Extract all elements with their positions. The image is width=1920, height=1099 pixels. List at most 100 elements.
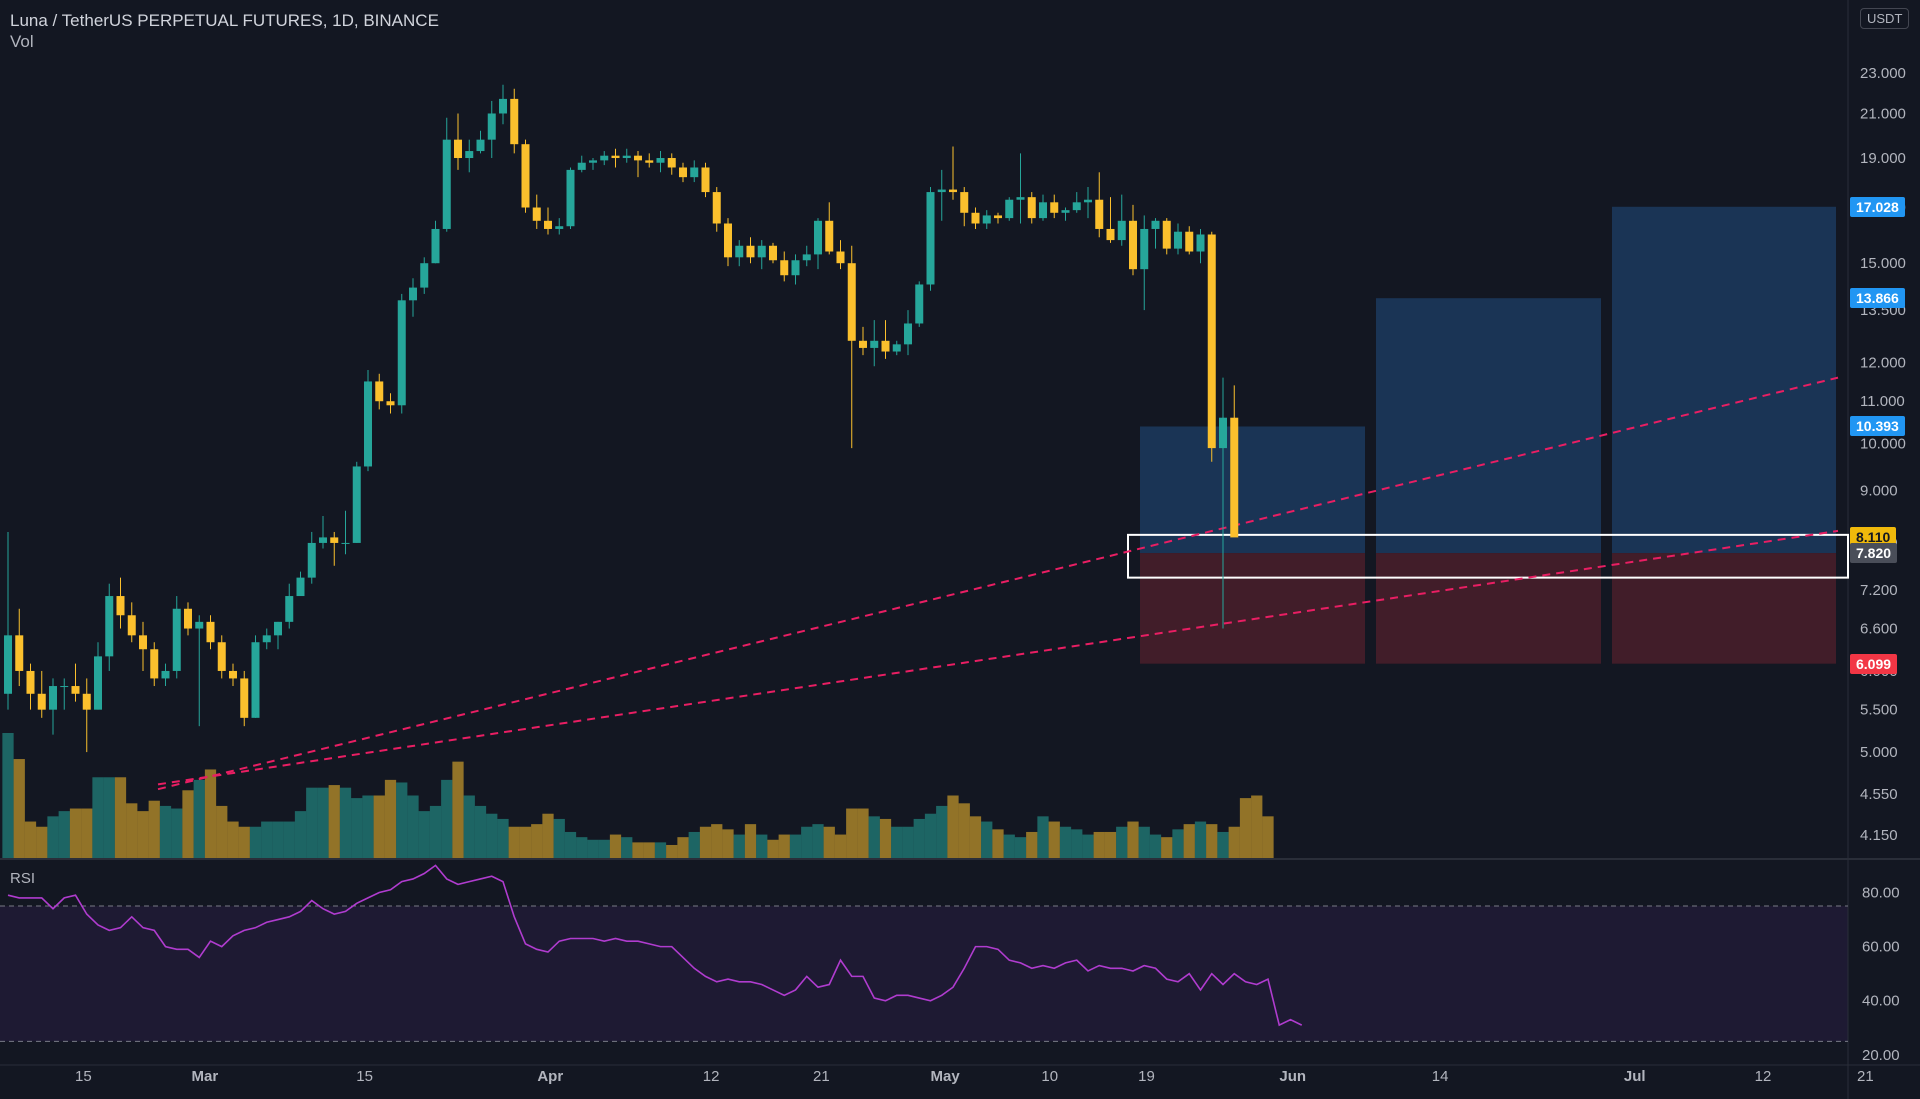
candle-body [1005,199,1014,219]
volume-bar [339,787,352,858]
volume-bar [328,785,340,858]
price-tick-label: 23.000 [1860,65,1906,82]
candle-body [476,139,485,152]
stop-zone-1 [1140,553,1365,664]
volume-bar [182,790,194,858]
candle-body [915,284,924,324]
price-tick-label: 7.200 [1860,582,1898,599]
volume-bar [992,829,1004,858]
candle-body [645,160,654,163]
volume-bar [36,826,48,858]
price-tick-label: 15.000 [1860,255,1906,272]
volume-bar [1206,824,1218,858]
price-tick-label: 12.000 [1860,355,1906,372]
volume-bar [1071,829,1083,858]
symbol-title[interactable]: Luna / TetherUS PERPETUAL FUTURES, 1D, B… [10,11,439,30]
volume-label[interactable]: Vol [10,32,34,51]
volume-bar [227,821,239,858]
candle-body [1151,220,1160,229]
volume-bar [69,808,82,858]
volume-bar [362,795,374,858]
candle-body [285,596,294,622]
volume-bar [1172,829,1184,858]
volume-bar [418,811,430,858]
candle-body [870,340,879,348]
candle-body [510,98,519,145]
volume-bar [396,782,408,858]
candle-body [971,212,980,224]
volume-bar [1138,826,1150,858]
volume-bar [1116,826,1128,858]
volume-bar [171,808,183,858]
currency-badge[interactable]: USDT [1860,8,1910,29]
volume-bar [1014,837,1027,858]
candle-body [195,621,204,629]
candle-body [735,245,744,258]
candle-body [1196,234,1205,252]
candle-body [544,220,552,229]
candle-body [802,254,811,261]
entry-box [1127,533,1849,579]
price-tag: 17.028 [1850,196,1905,217]
volume-bar [711,824,723,858]
volume-bar [576,837,588,858]
volume-bar [688,831,700,858]
candle-body [791,260,800,276]
candle-body [1185,231,1194,252]
candle-body [960,192,969,213]
candle-body [397,300,406,406]
volume-bar [249,826,262,858]
candle-body [724,223,732,258]
volume-bar [1127,821,1139,858]
volume-bar [114,777,127,858]
price-tick-label: 9.000 [1860,483,1898,500]
volume-bar [756,834,768,858]
candle-body [307,542,316,578]
volume-bar [204,769,217,858]
volume-bar [924,813,937,858]
candle-body [94,656,102,710]
time-tick-label: 19 [1138,1068,1155,1085]
candle-body [184,608,192,629]
volume-bar [261,821,273,858]
volume-bar [958,803,970,858]
candle-body [836,251,845,264]
volume-bar [969,816,982,858]
candle-body [937,189,946,193]
candle-body [746,245,755,258]
volume-bar [283,821,295,858]
volume-bar [148,800,160,858]
rsi-line [7,864,1303,1027]
rsi-tick-label: 80.00 [1862,884,1900,901]
candle-body [1162,220,1171,249]
candle-body [814,220,822,255]
candle-body [127,615,136,636]
candle-body [577,162,586,170]
time-tick-label: 15 [75,1068,92,1085]
candle-body [150,649,159,679]
candle-body [105,596,114,657]
rsi-label[interactable]: RSI [10,870,36,887]
rsi-tick-label: 40.00 [1862,993,1900,1010]
volume-bar [846,808,858,858]
volume-bar [407,795,419,858]
candle-body [352,466,361,543]
candle-body [949,189,957,193]
volume-bar [238,826,250,858]
volume-bar [1161,837,1173,858]
volume-bar [294,811,307,858]
volume-bar [1251,795,1263,858]
volume-bar [564,831,577,858]
candle-body [982,215,991,224]
candle-body [1117,220,1126,241]
candle-body [319,537,327,543]
volume-bar [13,759,25,858]
candle-body [330,537,339,543]
candle-body [757,245,766,258]
volume-bar [1093,831,1105,858]
volume-bar [744,824,757,858]
candle-body [442,139,451,229]
volume-bar [981,821,993,858]
volume-bar [531,824,543,858]
